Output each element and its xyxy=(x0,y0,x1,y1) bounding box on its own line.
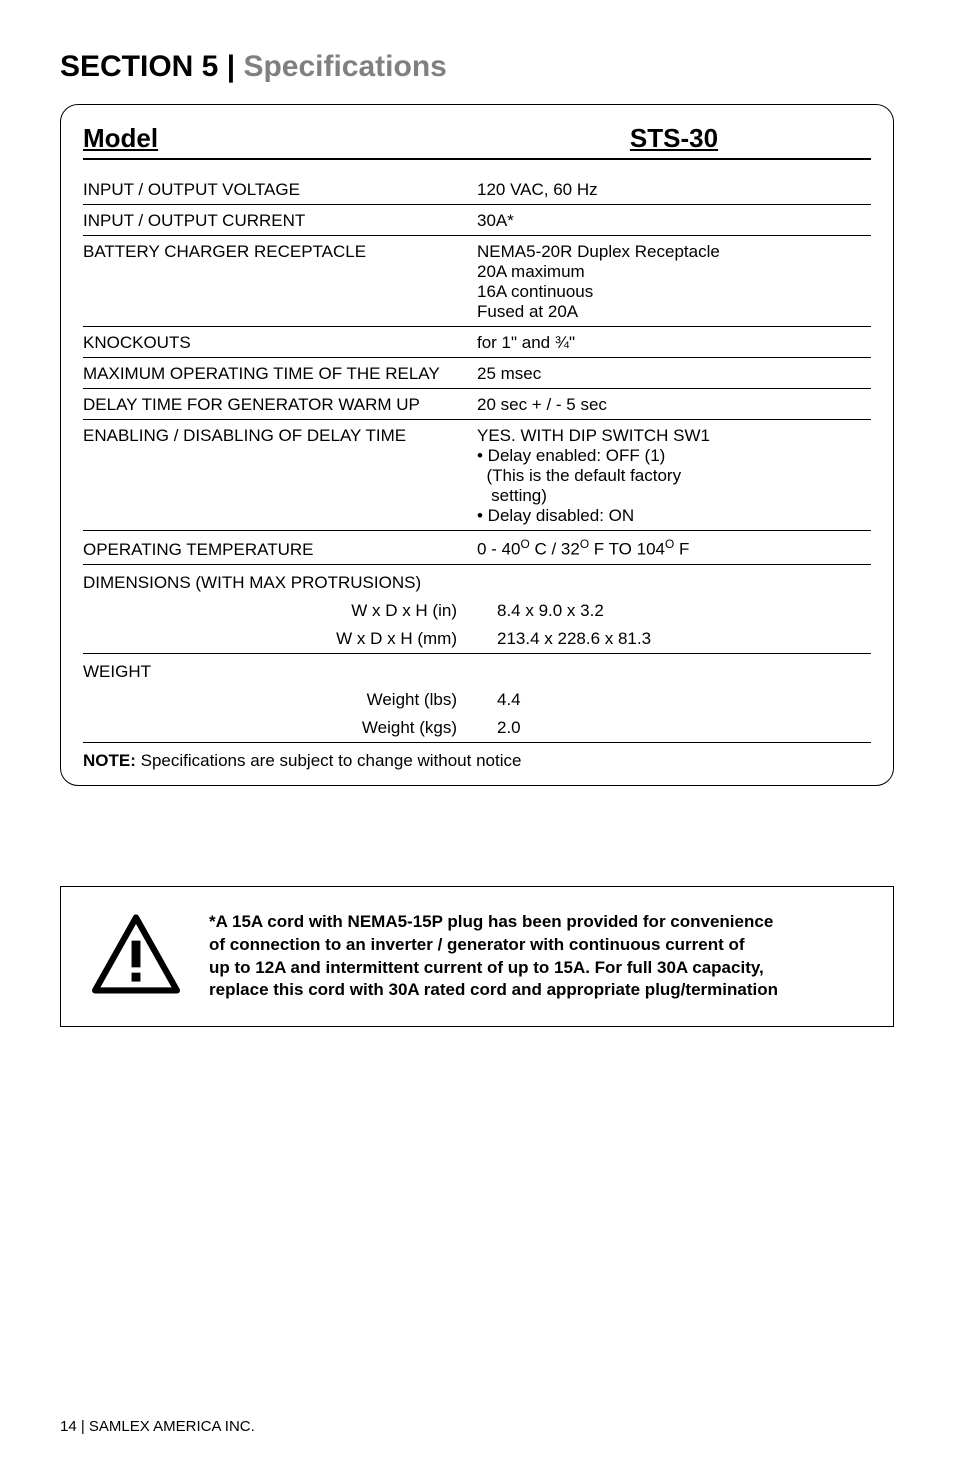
row-label: INPUT / OUTPUT CURRENT xyxy=(83,211,477,231)
table-row: OPERATING TEMPERATURE 0 - 40O C / 32O F … xyxy=(83,531,871,565)
row-label: INPUT / OUTPUT VOLTAGE xyxy=(83,180,477,200)
dimensions-title: DIMENSIONS (WITH MAX PROTRUSIONS) xyxy=(83,565,871,597)
weight-kgs-row: Weight (kgs) 2.0 xyxy=(83,714,871,743)
table-row: DELAY TIME FOR GENERATOR WARM UP 20 sec … xyxy=(83,389,871,420)
table-header: Model STS-30 xyxy=(83,123,871,160)
row-value: 30A* xyxy=(477,211,871,231)
battery-v2: 20A maximum xyxy=(477,262,871,282)
weight-lbs-row: Weight (lbs) 4.4 xyxy=(83,686,871,714)
weight-kgs-value: 2.0 xyxy=(497,718,871,738)
company-name: SAMLEX AMERICA INC. xyxy=(89,1418,255,1435)
dim-in-row: W x D x H (in) 8.4 x 9.0 x 3.2 xyxy=(83,597,871,625)
header-model: Model xyxy=(83,123,477,154)
dim-in-label: W x D x H (in) xyxy=(83,601,497,621)
table-row: MAXIMUM OPERATING TIME OF THE RELAY 25 m… xyxy=(83,358,871,389)
weight-lbs-label: Weight (lbs) xyxy=(83,690,497,710)
battery-v1: NEMA5-20R Duplex Receptacle xyxy=(477,242,871,262)
weight-title: WEIGHT xyxy=(83,654,871,686)
section-number: SECTION 5 | xyxy=(60,50,243,83)
table-row: INPUT / OUTPUT CURRENT 30A* xyxy=(83,205,871,236)
note-prefix: NOTE: xyxy=(83,751,141,770)
row-value: 120 VAC, 60 Hz xyxy=(477,180,871,200)
row-value: for 1" and ¾" xyxy=(477,333,871,353)
warning-l2: of connection to an inverter / generator… xyxy=(209,935,745,954)
row-label: BATTERY CHARGER RECEPTACLE xyxy=(83,242,477,262)
header-sts: STS-30 xyxy=(477,123,871,154)
page-number: 14 | xyxy=(60,1418,89,1435)
warning-text: *A 15A cord with NEMA5-15P plug has been… xyxy=(209,911,778,1003)
row-label: MAXIMUM OPERATING TIME OF THE RELAY xyxy=(83,364,477,384)
section-title: SECTION 5 | Specifications xyxy=(60,50,894,84)
enabling-v4: setting) xyxy=(477,486,871,506)
weight-kgs-label: Weight (kgs) xyxy=(83,718,497,738)
dim-mm-row: W x D x H (mm) 213.4 x 228.6 x 81.3 xyxy=(83,625,871,654)
note-text: Specifications are subject to change wit… xyxy=(141,751,522,770)
page-footer: 14 | SAMLEX AMERICA INC. xyxy=(60,1418,255,1435)
row-value: 20 sec + / - 5 sec xyxy=(477,395,871,415)
enabling-v3: (This is the default factory xyxy=(477,466,871,486)
warning-l4: replace this cord with 30A rated cord an… xyxy=(209,980,778,999)
row-value: YES. WITH DIP SWITCH SW1 • Delay enabled… xyxy=(477,426,871,526)
table-row: ENABLING / DISABLING OF DELAY TIME YES. … xyxy=(83,420,871,531)
warning-icon xyxy=(91,914,181,999)
row-label: DELAY TIME FOR GENERATOR WARM UP xyxy=(83,395,477,415)
section-name: Specifications xyxy=(243,50,446,83)
table-row: BATTERY CHARGER RECEPTACLE NEMA5-20R Dup… xyxy=(83,236,871,327)
row-label: KNOCKOUTS xyxy=(83,333,477,353)
enabling-v2: • Delay enabled: OFF (1) xyxy=(477,446,871,466)
spec-table: Model STS-30 INPUT / OUTPUT VOLTAGE 120 … xyxy=(60,104,894,786)
battery-v3: 16A continuous xyxy=(477,282,871,302)
row-value: 25 msec xyxy=(477,364,871,384)
table-row: KNOCKOUTS for 1" and ¾" xyxy=(83,327,871,358)
table-row: INPUT / OUTPUT VOLTAGE 120 VAC, 60 Hz xyxy=(83,174,871,205)
dim-mm-value: 213.4 x 228.6 x 81.3 xyxy=(497,629,871,649)
weight-lbs-value: 4.4 xyxy=(497,690,871,710)
note-line: NOTE: Specifications are subject to chan… xyxy=(83,743,871,771)
warning-l3: up to 12A and intermittent current of up… xyxy=(209,958,764,977)
battery-v4: Fused at 20A xyxy=(477,302,871,322)
warning-l1: *A 15A cord with NEMA5-15P plug has been… xyxy=(209,912,773,931)
row-label: ENABLING / DISABLING OF DELAY TIME xyxy=(83,426,477,446)
dim-mm-label: W x D x H (mm) xyxy=(83,629,497,649)
warning-box: *A 15A cord with NEMA5-15P plug has been… xyxy=(60,886,894,1028)
dim-in-value: 8.4 x 9.0 x 3.2 xyxy=(497,601,871,621)
row-value: 0 - 40O C / 32O F TO 104O F xyxy=(477,537,871,560)
row-value: NEMA5-20R Duplex Receptacle 20A maximum … xyxy=(477,242,871,322)
enabling-v5: • Delay disabled: ON xyxy=(477,506,871,526)
enabling-v1: YES. WITH DIP SWITCH SW1 xyxy=(477,426,871,446)
row-label: OPERATING TEMPERATURE xyxy=(83,540,477,560)
